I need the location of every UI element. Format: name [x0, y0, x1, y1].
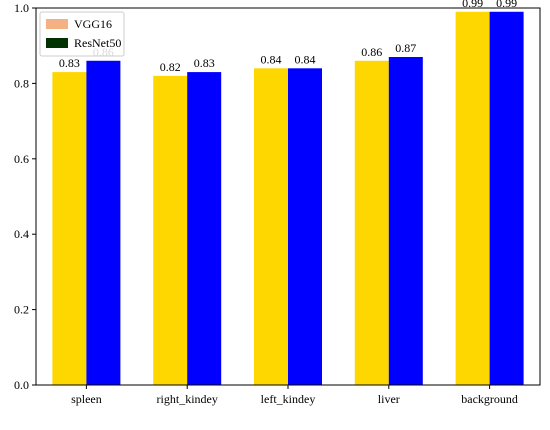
bar-resnet50-right_kindey [187, 72, 222, 385]
bar-vgg16-background [455, 11, 490, 386]
data-label-vgg16-spleen: 0.83 [59, 56, 80, 70]
bars-layer [52, 11, 524, 386]
x-tick-label-liver: liver [378, 392, 400, 406]
bar-resnet50-background [489, 11, 524, 386]
data-label-vgg16-liver: 0.86 [361, 45, 382, 59]
legend-swatch-resnet50 [46, 38, 68, 48]
y-tick-label-1.0: 1.0 [14, 1, 29, 15]
data-label-resnet50-right_kindey: 0.83 [194, 56, 215, 70]
y-tick-label-0.4: 0.4 [14, 227, 29, 241]
data-labels-layer: 0.830.860.820.830.840.840.860.870.990.99 [59, 0, 517, 74]
bar-resnet50-left_kindey [288, 68, 322, 385]
bar-vgg16-spleen [52, 72, 87, 385]
plot-frame [35, 7, 541, 386]
x-tick-label-right_kindey: right_kindey [157, 392, 218, 406]
bar-vgg16-right_kindey [153, 75, 188, 386]
y-tick-label-0.2: 0.2 [14, 303, 29, 317]
y-tick-label-0.0: 0.0 [14, 378, 29, 392]
x-tick-label-spleen: spleen [71, 392, 102, 406]
y-tick-label-0.8: 0.8 [14, 76, 29, 90]
data-label-vgg16-left_kindey: 0.84 [261, 52, 282, 66]
x-tick-label-left_kindey: left_kindey [261, 392, 316, 406]
y-tick-label-0.6: 0.6 [14, 152, 29, 166]
data-label-vgg16-right_kindey: 0.82 [160, 60, 181, 74]
bar-vgg16-left_kindey [254, 68, 288, 385]
legend-label-resnet50: ResNet50 [74, 36, 121, 50]
data-label-resnet50-liver: 0.87 [395, 41, 416, 55]
data-label-resnet50-background: 0.99 [496, 0, 517, 10]
legend-swatch-vgg16 [46, 19, 68, 29]
data-label-resnet50-left_kindey: 0.84 [295, 52, 316, 66]
bar-resnet50-liver [388, 57, 423, 385]
bar-resnet50-spleen [86, 60, 121, 385]
axes-layer: spleen right_kindey left_kindey liver backgr… [14, 1, 541, 406]
bar-vgg16-liver [354, 60, 389, 385]
data-label-vgg16-background: 0.99 [462, 0, 483, 10]
legend: VGG16 ResNet50 [39, 11, 125, 57]
x-tick-label-background: background [461, 392, 518, 406]
legend-label-vgg16: VGG16 [74, 17, 112, 31]
